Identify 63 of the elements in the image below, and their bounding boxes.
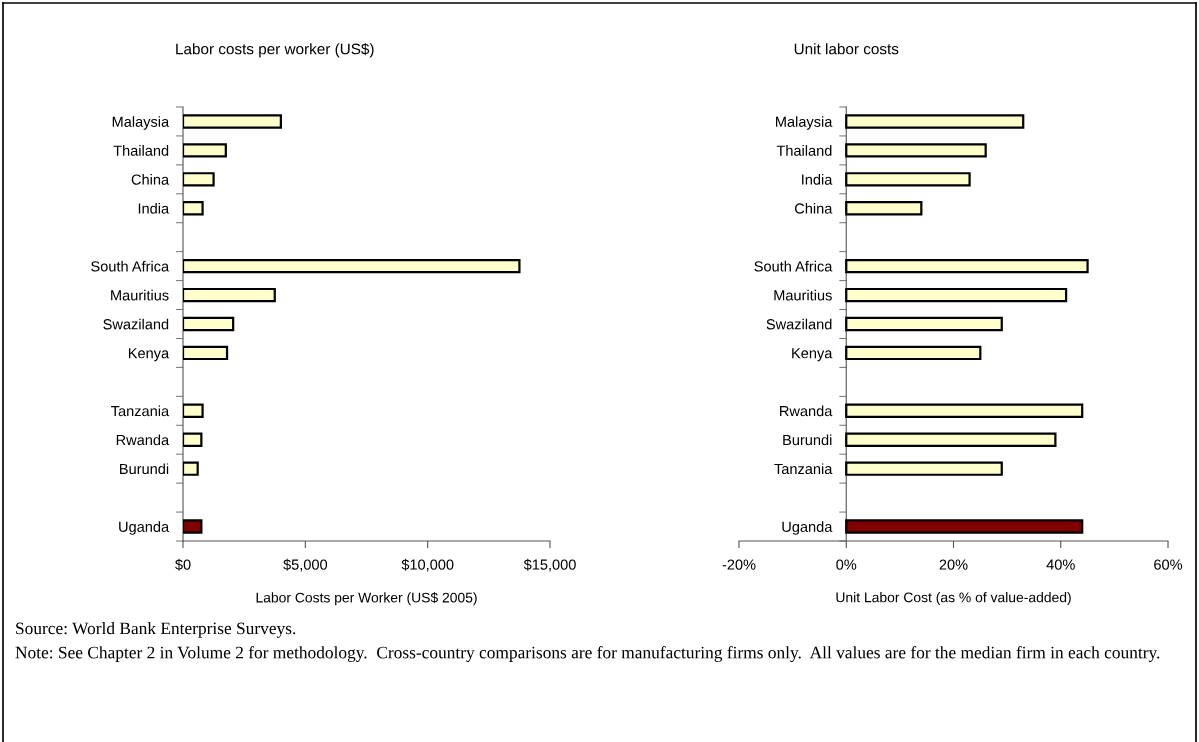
y-tick-label: Swaziland — [103, 318, 169, 330]
y-tick-label: Burundi — [120, 463, 169, 475]
y-tick-label: Tanzania — [111, 405, 170, 417]
bar — [183, 432, 203, 447]
bar — [183, 143, 227, 158]
x-tick-label: 60% — [1154, 559, 1183, 570]
bar — [845, 403, 1084, 418]
x-tick-label: 20% — [939, 559, 968, 570]
y-tick-label: Uganda — [119, 521, 170, 535]
y-tick-label: Kenya — [128, 348, 170, 362]
bar — [183, 316, 235, 332]
bar — [845, 316, 1003, 332]
chart-title: Labor costs per worker (US$) — [176, 42, 374, 58]
bar — [845, 172, 971, 187]
y-tick-label: Swaziland — [766, 318, 832, 330]
bar — [183, 258, 521, 274]
y-tick-label: Uganda — [782, 521, 833, 535]
y-tick-label: Thailand — [113, 145, 169, 156]
y-tick-label: Rwanda — [780, 405, 833, 417]
bar — [845, 519, 1084, 534]
bar — [183, 114, 282, 129]
bar — [845, 201, 923, 216]
bar — [845, 258, 1089, 274]
bar — [845, 432, 1057, 447]
x-axis-title: Unit Labor Cost (as % of value-added) — [836, 592, 1071, 606]
chart-title: Unit labor costs — [794, 43, 899, 55]
bar — [183, 287, 276, 303]
y-tick-label: Kenya — [792, 348, 833, 362]
bar — [845, 114, 1025, 129]
y-tick-label: India — [138, 202, 170, 214]
y-tick-label: Mauritius — [111, 289, 169, 301]
bar — [845, 345, 982, 361]
y-tick-label: China — [795, 202, 833, 214]
y-tick-label: China — [131, 174, 170, 185]
bar — [183, 345, 229, 361]
x-tick-label: 40% — [1046, 559, 1075, 570]
y-tick-label: Thailand — [776, 145, 832, 156]
y-tick-label: South Africa — [91, 260, 170, 272]
y-tick-label: Burundi — [783, 434, 832, 446]
y-tick-label: Tanzania — [774, 463, 833, 475]
x-tick-label: $0 — [175, 558, 191, 571]
y-tick-label: Rwanda — [116, 434, 170, 446]
bar — [183, 519, 203, 534]
x-tick-label: $15,000 — [523, 558, 576, 572]
y-tick-label: South Africa — [754, 260, 833, 272]
bar — [183, 172, 215, 187]
x-tick-label: 0% — [836, 559, 857, 570]
bar — [183, 403, 204, 418]
x-tick-label: $5,000 — [283, 558, 328, 572]
text: Note: See Chapter 2 in Volume 2 for methodology. Cross-country comparisons are for manufacturing firms only. All values are for the median firm in each country. — [15, 646, 1160, 662]
x-tick-label: -20% — [722, 559, 756, 570]
y-tick-label: Malaysia — [112, 116, 170, 130]
y-tick-label: Malaysia — [776, 116, 833, 130]
bar — [845, 461, 1003, 476]
x-tick-label: $10,000 — [401, 558, 454, 572]
y-tick-label: India — [802, 174, 833, 185]
bar — [183, 201, 204, 216]
x-axis-title: Labor Costs per Worker (US$ 2005) — [256, 592, 477, 606]
source-note: Source: World Bank Enterprise Surveys. — [16, 622, 296, 638]
bar — [845, 287, 1068, 303]
bar — [183, 461, 199, 476]
y-tick-label: Mauritius — [774, 289, 832, 301]
bar — [845, 143, 987, 158]
